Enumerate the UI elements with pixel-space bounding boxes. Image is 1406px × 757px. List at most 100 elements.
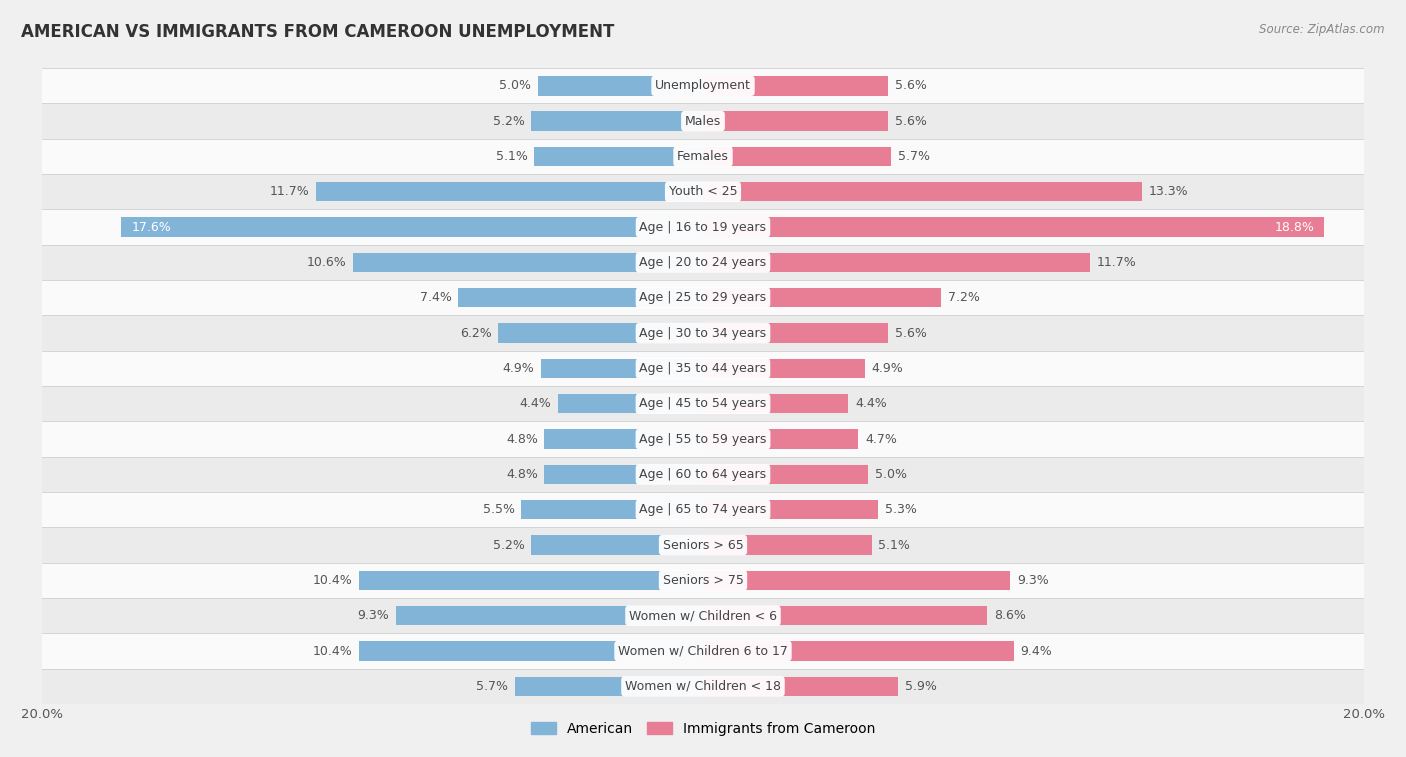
Text: 6.2%: 6.2% bbox=[460, 326, 492, 340]
Text: 5.9%: 5.9% bbox=[904, 680, 936, 693]
Bar bbox=[42, 668, 1364, 704]
Text: 9.3%: 9.3% bbox=[1017, 574, 1049, 587]
Bar bbox=[703, 641, 1014, 661]
Text: 13.3%: 13.3% bbox=[1149, 185, 1188, 198]
Text: Women w/ Children 6 to 17: Women w/ Children 6 to 17 bbox=[619, 644, 787, 658]
Bar bbox=[522, 500, 703, 519]
Text: 5.0%: 5.0% bbox=[875, 468, 907, 481]
Text: Age | 30 to 34 years: Age | 30 to 34 years bbox=[640, 326, 766, 340]
Text: Age | 20 to 24 years: Age | 20 to 24 years bbox=[640, 256, 766, 269]
Text: 5.3%: 5.3% bbox=[884, 503, 917, 516]
Text: Seniors > 75: Seniors > 75 bbox=[662, 574, 744, 587]
Text: 7.4%: 7.4% bbox=[420, 291, 451, 304]
Bar bbox=[360, 571, 703, 590]
Bar bbox=[544, 429, 703, 449]
Text: 10.6%: 10.6% bbox=[307, 256, 346, 269]
Text: 4.4%: 4.4% bbox=[855, 397, 887, 410]
Text: Age | 60 to 64 years: Age | 60 to 64 years bbox=[640, 468, 766, 481]
Bar bbox=[42, 174, 1364, 210]
Text: Youth < 25: Youth < 25 bbox=[669, 185, 737, 198]
Text: 11.7%: 11.7% bbox=[270, 185, 309, 198]
Bar bbox=[316, 182, 703, 201]
Bar bbox=[531, 111, 703, 131]
Text: 5.1%: 5.1% bbox=[496, 150, 527, 163]
Bar bbox=[458, 288, 703, 307]
Bar bbox=[42, 562, 1364, 598]
Text: 5.0%: 5.0% bbox=[499, 79, 531, 92]
Bar bbox=[703, 147, 891, 166]
Bar bbox=[121, 217, 703, 237]
Bar bbox=[703, 359, 865, 378]
Text: Age | 45 to 54 years: Age | 45 to 54 years bbox=[640, 397, 766, 410]
Text: Women w/ Children < 6: Women w/ Children < 6 bbox=[628, 609, 778, 622]
Bar bbox=[541, 359, 703, 378]
Text: 4.7%: 4.7% bbox=[865, 432, 897, 446]
Text: 5.7%: 5.7% bbox=[477, 680, 508, 693]
Text: 8.6%: 8.6% bbox=[994, 609, 1025, 622]
Bar bbox=[703, 76, 889, 95]
Bar bbox=[703, 111, 889, 131]
Text: Age | 55 to 59 years: Age | 55 to 59 years bbox=[640, 432, 766, 446]
Bar bbox=[42, 350, 1364, 386]
Bar bbox=[42, 68, 1364, 104]
Text: 7.2%: 7.2% bbox=[948, 291, 980, 304]
Bar bbox=[703, 677, 898, 696]
Text: 11.7%: 11.7% bbox=[1097, 256, 1136, 269]
Text: 9.4%: 9.4% bbox=[1021, 644, 1052, 658]
Legend: American, Immigrants from Cameroon: American, Immigrants from Cameroon bbox=[524, 716, 882, 742]
Bar bbox=[360, 641, 703, 661]
Text: Age | 25 to 29 years: Age | 25 to 29 years bbox=[640, 291, 766, 304]
Bar bbox=[395, 606, 703, 625]
Text: 4.9%: 4.9% bbox=[872, 362, 903, 375]
Text: 5.6%: 5.6% bbox=[894, 326, 927, 340]
Text: 17.6%: 17.6% bbox=[131, 220, 172, 234]
Text: 18.8%: 18.8% bbox=[1274, 220, 1315, 234]
Text: 5.7%: 5.7% bbox=[898, 150, 929, 163]
Bar bbox=[42, 598, 1364, 634]
Text: 5.5%: 5.5% bbox=[482, 503, 515, 516]
Text: 5.6%: 5.6% bbox=[894, 79, 927, 92]
Text: Women w/ Children < 18: Women w/ Children < 18 bbox=[626, 680, 780, 693]
Bar bbox=[353, 253, 703, 272]
Text: Source: ZipAtlas.com: Source: ZipAtlas.com bbox=[1260, 23, 1385, 36]
Text: 5.2%: 5.2% bbox=[492, 538, 524, 552]
Bar bbox=[42, 456, 1364, 492]
Bar bbox=[42, 422, 1364, 456]
Text: 10.4%: 10.4% bbox=[314, 574, 353, 587]
Bar bbox=[42, 386, 1364, 422]
Text: Age | 35 to 44 years: Age | 35 to 44 years bbox=[640, 362, 766, 375]
Bar bbox=[515, 677, 703, 696]
Text: 4.4%: 4.4% bbox=[519, 397, 551, 410]
Text: Unemployment: Unemployment bbox=[655, 79, 751, 92]
Text: Males: Males bbox=[685, 114, 721, 128]
Bar bbox=[703, 535, 872, 555]
Text: Age | 65 to 74 years: Age | 65 to 74 years bbox=[640, 503, 766, 516]
Text: Females: Females bbox=[678, 150, 728, 163]
Bar bbox=[703, 500, 879, 519]
Bar bbox=[42, 210, 1364, 245]
Text: 5.1%: 5.1% bbox=[879, 538, 910, 552]
Text: Seniors > 65: Seniors > 65 bbox=[662, 538, 744, 552]
Text: 5.6%: 5.6% bbox=[894, 114, 927, 128]
Bar bbox=[537, 76, 703, 95]
Bar bbox=[558, 394, 703, 413]
Bar bbox=[42, 104, 1364, 139]
Bar bbox=[42, 528, 1364, 562]
Bar bbox=[42, 316, 1364, 350]
Text: 10.4%: 10.4% bbox=[314, 644, 353, 658]
Bar bbox=[703, 288, 941, 307]
Bar bbox=[531, 535, 703, 555]
Bar bbox=[703, 394, 848, 413]
Bar bbox=[703, 606, 987, 625]
Text: AMERICAN VS IMMIGRANTS FROM CAMEROON UNEMPLOYMENT: AMERICAN VS IMMIGRANTS FROM CAMEROON UNE… bbox=[21, 23, 614, 41]
Bar bbox=[42, 139, 1364, 174]
Text: 5.2%: 5.2% bbox=[492, 114, 524, 128]
Bar bbox=[703, 571, 1011, 590]
Text: 9.3%: 9.3% bbox=[357, 609, 389, 622]
Bar bbox=[498, 323, 703, 343]
Bar bbox=[42, 245, 1364, 280]
Bar bbox=[534, 147, 703, 166]
Bar bbox=[544, 465, 703, 484]
Bar bbox=[703, 182, 1143, 201]
Bar bbox=[42, 280, 1364, 316]
